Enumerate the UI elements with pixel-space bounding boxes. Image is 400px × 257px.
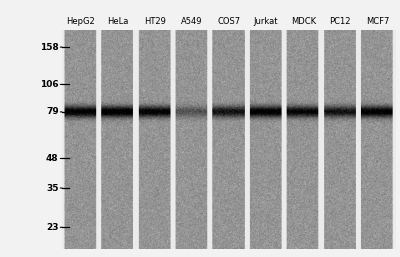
- Text: A549: A549: [181, 17, 203, 26]
- Text: HT29: HT29: [144, 17, 166, 26]
- Text: 158: 158: [40, 43, 59, 52]
- Text: HepG2: HepG2: [66, 17, 95, 26]
- Text: 106: 106: [40, 80, 59, 89]
- Text: 48: 48: [46, 154, 59, 163]
- Text: Jurkat: Jurkat: [254, 17, 278, 26]
- Text: 23: 23: [46, 223, 59, 232]
- Text: 79: 79: [46, 107, 59, 116]
- Text: HeLa: HeLa: [107, 17, 128, 26]
- Text: MCF7: MCF7: [366, 17, 389, 26]
- Text: PC12: PC12: [330, 17, 351, 26]
- Text: COS7: COS7: [218, 17, 240, 26]
- Text: 35: 35: [46, 183, 59, 192]
- Text: MDCK: MDCK: [291, 17, 316, 26]
